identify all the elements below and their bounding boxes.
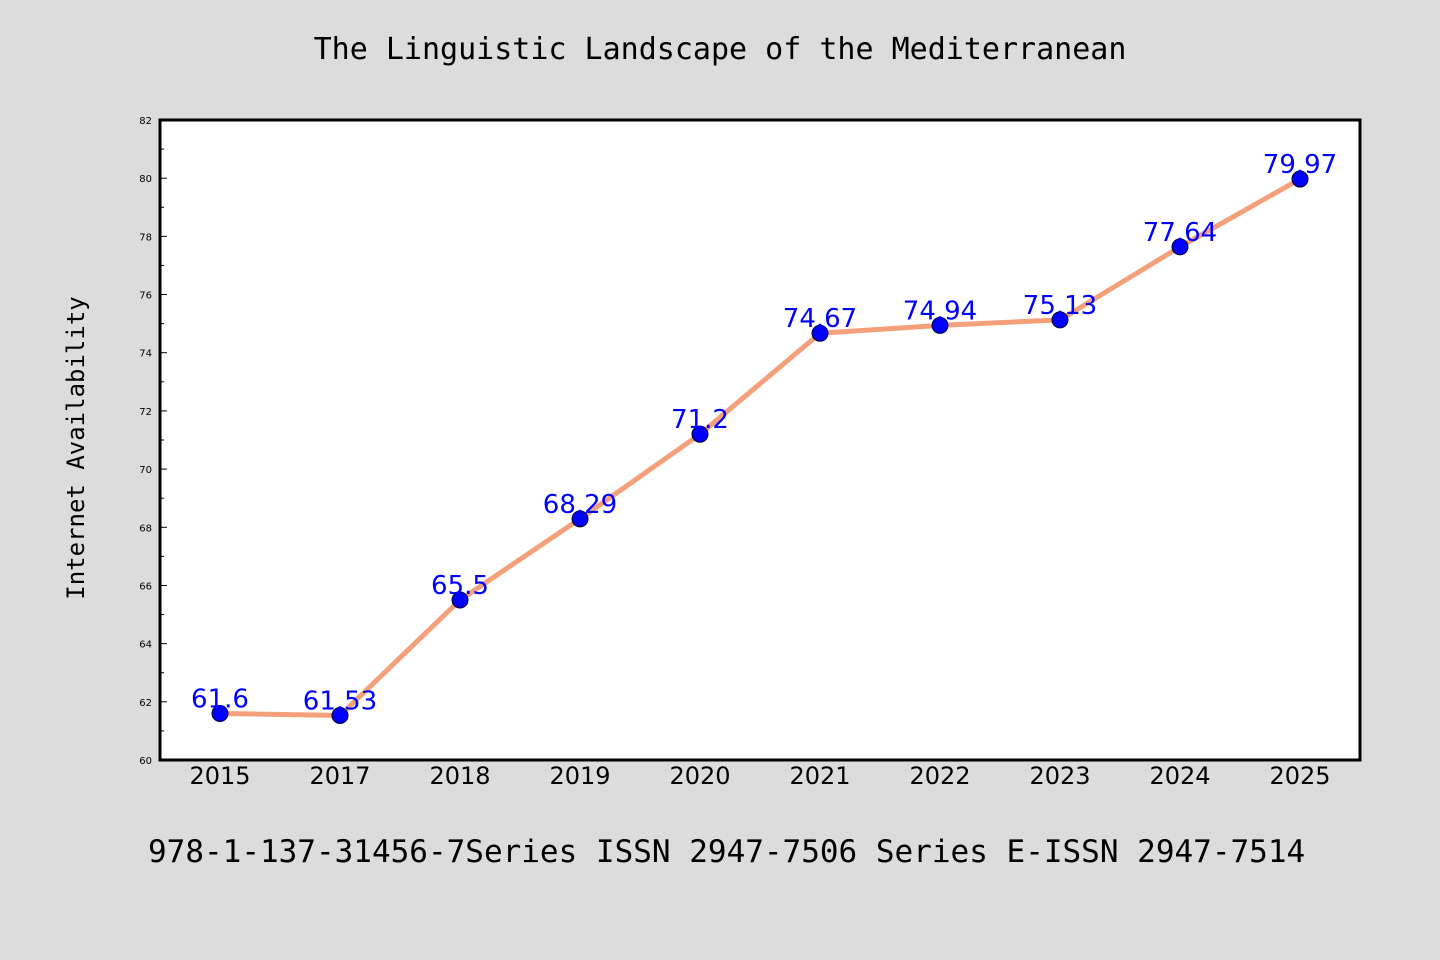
data-label: 74.94 [903, 296, 977, 326]
data-label: 74.67 [783, 304, 857, 334]
data-point-marker [1291, 170, 1309, 188]
y-tick-label: 72 [139, 407, 152, 418]
x-axis: 2015 2017 2018 2019 2020 2021 2022 2023 2024 2025 [189, 762, 1330, 790]
x-tick-label: 2025 [1269, 762, 1330, 790]
data-point-marker [451, 591, 469, 609]
data-point-marker [331, 706, 349, 724]
data-point-marker [931, 316, 949, 334]
x-tick-label: 2019 [549, 762, 610, 790]
y-tick-label: 62 [139, 698, 152, 709]
y-tick-label: 64 [139, 640, 152, 651]
x-tick-label: 2018 [429, 762, 490, 790]
data-label: 77.64 [1143, 218, 1217, 248]
data-point-marker [691, 425, 709, 443]
y-tick-label: 60 [139, 756, 152, 767]
y-tick-label: 66 [139, 581, 152, 592]
data-point-marker [211, 704, 229, 722]
x-tick-label: 2017 [309, 762, 370, 790]
y-axis: 60 62 64 66 68 70 72 74 76 78 80 82 [139, 116, 167, 767]
data-label: 65.5 [431, 571, 489, 601]
y-tick-label: 76 [139, 291, 152, 302]
x-tick-label: 2024 [1149, 762, 1210, 790]
y-tick-label: 70 [139, 465, 152, 476]
x-tick-label: 2015 [189, 762, 250, 790]
y-tick-label: 68 [139, 523, 152, 534]
data-label: 75.13 [1023, 291, 1097, 321]
data-label: 61.53 [303, 686, 377, 716]
data-label: 71.2 [671, 405, 729, 435]
x-tick-label: 2023 [1029, 762, 1090, 790]
data-point-marker [571, 510, 589, 528]
data-label: 79.97 [1263, 150, 1337, 180]
x-tick-label: 2020 [669, 762, 730, 790]
series-layer: 61.6 61.53 65.5 68.29 71.2 74.67 74.94 75.13 77.… [191, 150, 1337, 724]
x-tick-label: 2021 [789, 762, 850, 790]
isbn-issn-footer: 978-1-137-31456-7Series ISSN 2947-7506 S… [148, 834, 1306, 870]
data-point-marker [1171, 238, 1189, 256]
y-tick-label: 82 [139, 116, 152, 127]
plot-area [158, 118, 1362, 762]
data-point-marker [1051, 311, 1069, 329]
chart-title: The Linguistic Landscape of the Mediterr… [313, 32, 1127, 67]
x-tick-label: 2022 [909, 762, 970, 790]
series-line [219, 176, 1302, 718]
data-label: 61.6 [191, 684, 249, 714]
data-label: 68.29 [543, 490, 617, 520]
y-tick-label: 78 [139, 232, 152, 243]
y-tick-label: 80 [139, 174, 152, 185]
y-tick-label: 74 [139, 349, 152, 360]
data-point-marker [811, 324, 829, 342]
